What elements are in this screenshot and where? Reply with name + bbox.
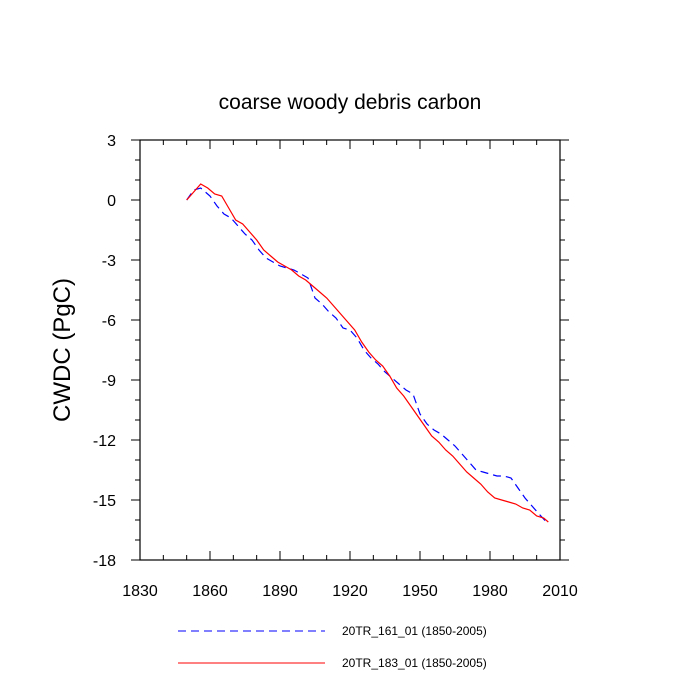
x-tick-label: 1950: [402, 583, 438, 600]
axis-tick-labels: 1830 1860 1890 1920 1950 1980 2010 3 0 -3 -6 -9 -12 -…: [93, 133, 578, 600]
plot-frame: [139, 139, 561, 561]
y-axis-label: CWDC (PgC): [49, 278, 76, 422]
x-tick-label: 1980: [472, 583, 508, 600]
x-tick-label: 1890: [262, 583, 298, 600]
axis-ticks: [131, 139, 569, 561]
x-tick-label: 1860: [192, 583, 228, 600]
x-tick-label: 1920: [332, 583, 368, 600]
y-tick-label: -12: [93, 433, 116, 450]
y-tick-label: -18: [93, 553, 116, 570]
series-layer: [186, 183, 549, 525]
legend-label-2: 20TR_183_01 (1850-2005): [342, 656, 487, 670]
y-tick-label: 0: [107, 193, 116, 210]
chart-title: coarse woody debris carbon: [219, 91, 482, 114]
legend: 20TR_161_01 (1850-2005) 20TR_183_01 (1850…: [178, 624, 487, 670]
x-tick-label: 2010: [542, 583, 578, 600]
y-tick-label: -9: [102, 373, 116, 390]
y-tick-label: -15: [93, 493, 116, 510]
y-tick-label: -6: [102, 313, 116, 330]
x-tick-label: 1830: [122, 583, 158, 600]
y-tick-label: 3: [107, 133, 116, 150]
series-line-1: [186, 187, 549, 525]
legend-label-1: 20TR_161_01 (1850-2005): [342, 624, 487, 638]
series-line-2: [186, 183, 549, 523]
y-tick-label: -3: [102, 253, 116, 270]
